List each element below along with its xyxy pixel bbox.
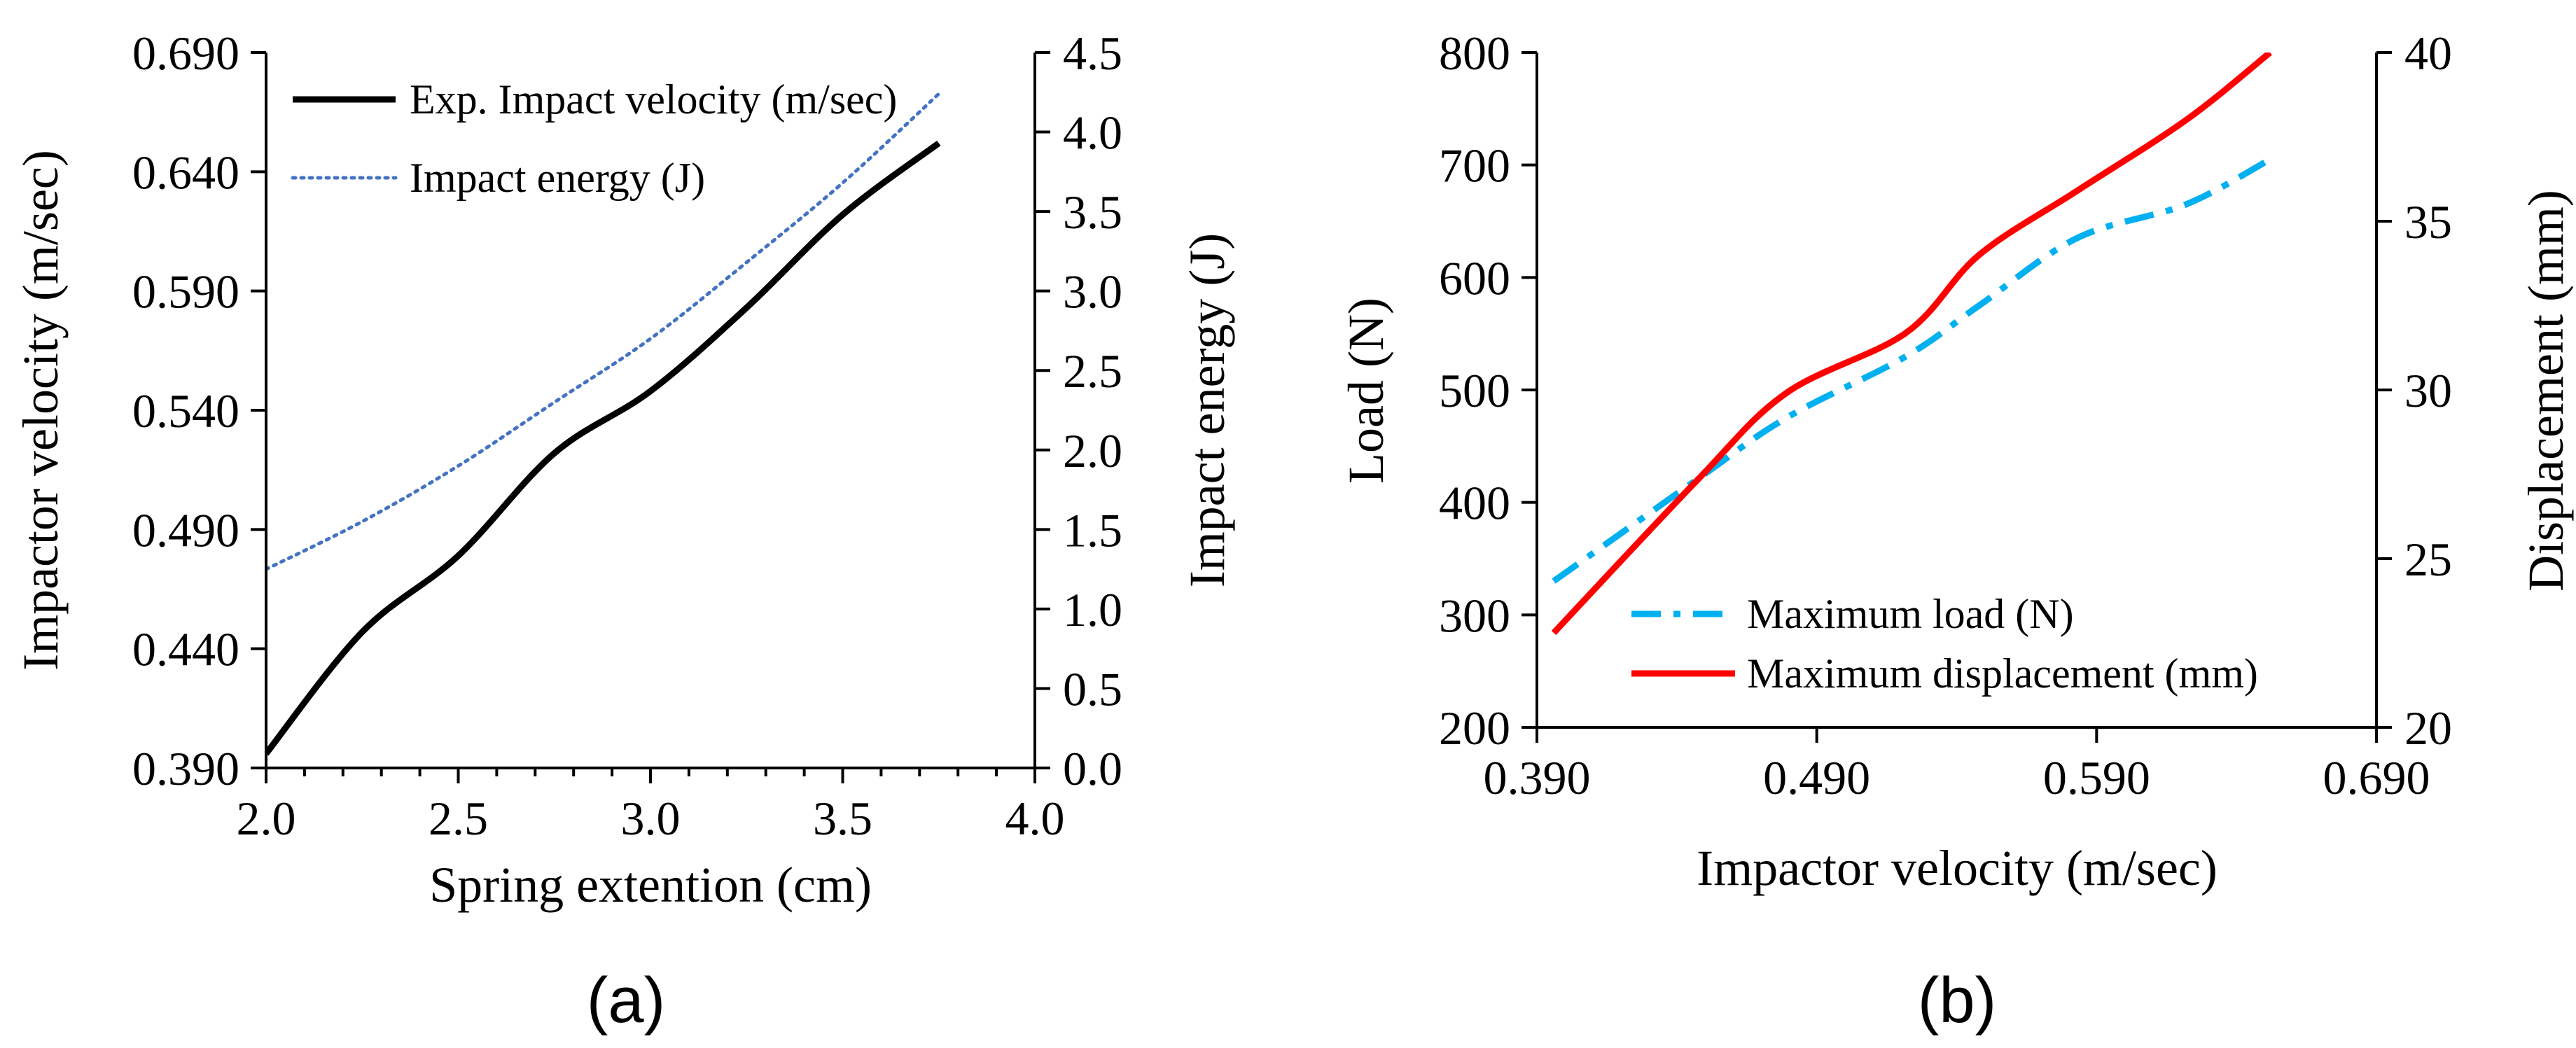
- chart-a-x-tick-label: 3.0: [621, 792, 681, 845]
- legend-label-energy: Impact energy (J): [410, 155, 705, 201]
- chart-b-y-tick-label: 600: [1439, 251, 1510, 305]
- panel-label-b: (b): [1918, 965, 1996, 1036]
- chart-b-y2-axis-label: Displacement (mm): [2518, 190, 2574, 592]
- chart-a-y2-tick-label: 0.0: [1063, 742, 1122, 795]
- chart-b-y2-tick-label: 30: [2404, 364, 2452, 417]
- chart-b-y2-tick-label: 20: [2404, 701, 2452, 755]
- chart-b-series-line-2: [1551, 53, 2272, 636]
- chart-a-x-tick-label: 2.5: [429, 792, 488, 845]
- chart-a-y-tick-label: 0.640: [132, 146, 239, 199]
- chart-a-y-tick-label: 0.540: [132, 384, 239, 438]
- chart-a-y-tick-label: 0.590: [132, 265, 239, 319]
- chart-a-x-tick-label: 3.5: [813, 792, 872, 845]
- chart-a-series-layer: [266, 92, 941, 756]
- chart-a: 2.0 2.5 3.0 3.5 4.0 0.390 0.440 0.490 0.540 0.590…: [13, 27, 1235, 1036]
- chart-b-y-tick-label: 500: [1439, 364, 1510, 417]
- chart-a-y-tick-label: 0.440: [132, 623, 239, 676]
- chart-b-y-tick-label: 200: [1439, 701, 1510, 755]
- chart-a-tick-layer: 2.0 2.5 3.0 3.5 4.0 0.390 0.440 0.490 0.540 0.590…: [132, 27, 1122, 845]
- chart-b-x-tick-label: 0.390: [1484, 751, 1591, 804]
- chart-a-y2-tick-label: 2.0: [1063, 424, 1122, 477]
- chart-b-y-tick-label: 800: [1439, 27, 1510, 80]
- chart-b-x-tick-label: 0.490: [1763, 751, 1870, 804]
- chart-a-y2-tick-label: 0.5: [1063, 662, 1122, 715]
- legend-label-max-load: Maximum load (N): [1747, 591, 2074, 637]
- chart-a-series-line-2: [266, 92, 941, 571]
- chart-b: 0.390 0.490 0.590 0.690 200 300 400 500 600 700 80…: [1338, 27, 2574, 1036]
- chart-a-x-axis-label: Spring extention (cm): [429, 857, 872, 913]
- chart-a-y-tick-label: 0.390: [132, 742, 239, 795]
- chart-a-y2-tick-label: 4.5: [1063, 27, 1122, 80]
- chart-a-y2-axis-label: Impact energy (J): [1179, 233, 1235, 587]
- chart-b-y2-tick-label: 40: [2404, 27, 2452, 80]
- chart-b-x-tick-label: 0.590: [2043, 751, 2150, 804]
- chart-b-y2-tick-label: 25: [2404, 533, 2452, 586]
- chart-a-y2-tick-label: 4.0: [1063, 106, 1122, 160]
- chart-b-y-axis-label: Load (N): [1338, 298, 1394, 484]
- chart-b-series-line-1: [1552, 156, 2272, 584]
- chart-b-tick-layer: 0.390 0.490 0.590 0.690 200 300 400 500 600 700 80…: [1439, 27, 2452, 804]
- legend-label-max-displacement: Maximum displacement (mm): [1747, 650, 2258, 697]
- legend-label-velocity: Exp. Impact velocity (m/sec): [410, 76, 897, 123]
- chart-a-y-tick-label: 0.490: [132, 503, 239, 557]
- chart-a-y2-tick-label: 3.0: [1063, 265, 1122, 319]
- chart-b-y2-tick-label: 35: [2404, 195, 2452, 249]
- chart-b-legend: Maximum load (N) Maximum displacement (m…: [1631, 591, 2258, 697]
- chart-b-series-layer: [1551, 53, 2272, 636]
- chart-a-y2-tick-label: 3.5: [1063, 186, 1122, 239]
- chart-a-x-tick-label: 4.0: [1005, 792, 1065, 845]
- chart-a-series-line-1: [266, 140, 941, 756]
- chart-b-y-tick-label: 400: [1439, 477, 1510, 530]
- chart-b-y-tick-label: 700: [1439, 139, 1510, 193]
- chart-a-y2-tick-label: 2.5: [1063, 344, 1122, 398]
- chart-b-x-axis-label: Impactor velocity (m/sec): [1697, 840, 2218, 896]
- chart-a-x-tick-label: 2.0: [237, 792, 296, 845]
- panel-label-a: (a): [587, 965, 665, 1036]
- chart-a-y-tick-label: 0.690: [132, 27, 239, 80]
- chart-a-y2-tick-label: 1.0: [1063, 583, 1122, 636]
- chart-b-y-tick-label: 300: [1439, 589, 1510, 642]
- chart-b-x-tick-label: 0.690: [2323, 751, 2430, 804]
- chart-a-y2-tick-label: 1.5: [1063, 503, 1122, 557]
- chart-a-y-axis-label: Impactor velocity (m/sec): [13, 150, 69, 671]
- chart-a-legend: Exp. Impact velocity (m/sec) Impact ener…: [291, 76, 897, 201]
